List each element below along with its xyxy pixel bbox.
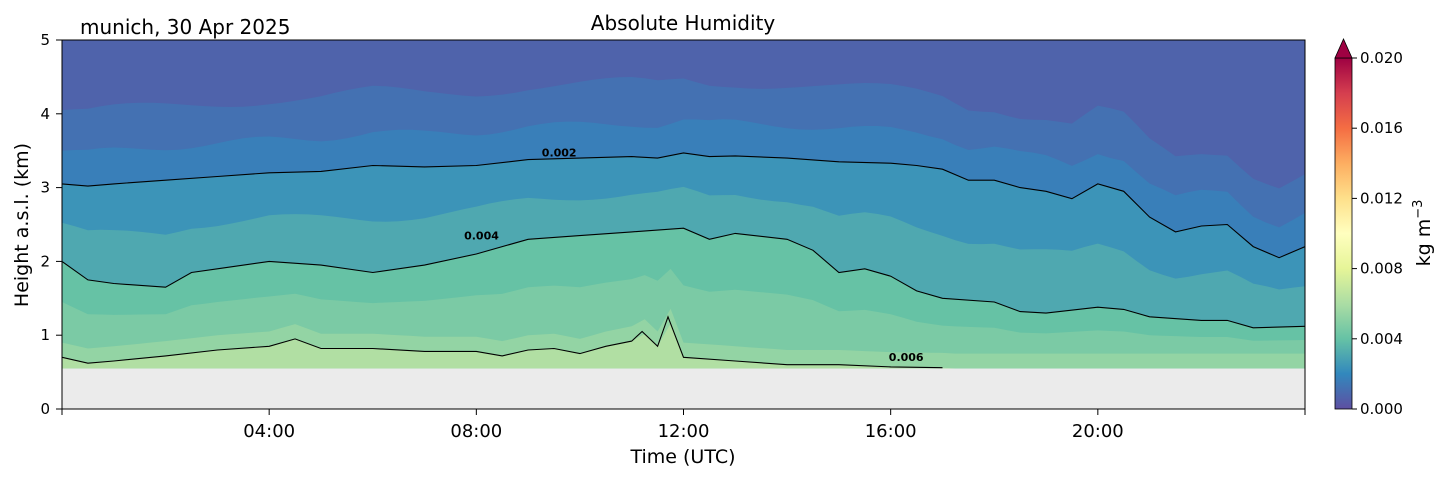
y-tick-label: 1 — [40, 326, 50, 344]
y-axis-label: Height a.s.l. (km) — [11, 143, 33, 307]
colorbar-tick-label: 0.008 — [1360, 260, 1403, 278]
colorbar-tick-label: 0.020 — [1360, 49, 1403, 67]
colorbar-ticks: 0.000 0.004 0.008 0.012 0.016 0.020 — [1352, 49, 1403, 418]
x-tick-label: 12:00 — [658, 421, 710, 442]
contour-line — [62, 227, 1305, 329]
y-tick-label: 2 — [40, 252, 50, 270]
contour-labels: 0.002 0.004 0.006 — [464, 147, 924, 364]
y-axis-ticks: 0 1 2 3 4 5 — [40, 31, 62, 418]
contour-line — [62, 152, 1305, 259]
colorbar-gradient — [1334, 57, 1353, 410]
x-tick-label: 04:00 — [243, 421, 295, 442]
x-tick-label: 08:00 — [450, 421, 502, 442]
colorbar-label-exponent: −3 — [1411, 200, 1426, 219]
contour-label: 0.004 — [464, 229, 499, 242]
y-tick-label: 5 — [40, 31, 50, 49]
humidity-band — [62, 323, 1305, 369]
y-tick-label: 3 — [40, 179, 50, 197]
colorbar-extend-arrow — [1334, 38, 1353, 59]
contour-line — [62, 315, 943, 369]
x-tick-label: 16:00 — [865, 421, 917, 442]
colorbar-tick-label: 0.016 — [1360, 119, 1403, 137]
colorbar-label: kg m−3 — [1411, 200, 1435, 267]
colorbar-tick-label: 0.004 — [1360, 330, 1403, 348]
chart-subtitle: munich, 30 Apr 2025 — [80, 15, 290, 39]
colorbar-tick-label: 0.012 — [1360, 189, 1403, 207]
colorbar-tick-label: 0.000 — [1360, 400, 1403, 418]
contour-label: 0.006 — [889, 351, 924, 364]
y-tick-label: 0 — [40, 400, 50, 418]
colorbar: 0.000 0.004 0.008 0.012 0.016 0.020 kg m−3 — [1334, 38, 1435, 418]
colorbar-label-unit: kg m — [1413, 219, 1435, 267]
x-axis-label: Time (UTC) — [629, 446, 735, 468]
x-axis-ticks: 04:00 08:00 12:00 16:00 20:00 — [61, 409, 1306, 442]
x-tick-label: 20:00 — [1072, 421, 1124, 442]
y-tick-label: 4 — [40, 105, 50, 123]
humidity-field — [62, 40, 1305, 369]
contour-lines — [62, 152, 1305, 369]
plot-area — [62, 40, 1305, 409]
chart-title: Absolute Humidity — [591, 11, 776, 35]
contour-label: 0.002 — [542, 147, 577, 160]
